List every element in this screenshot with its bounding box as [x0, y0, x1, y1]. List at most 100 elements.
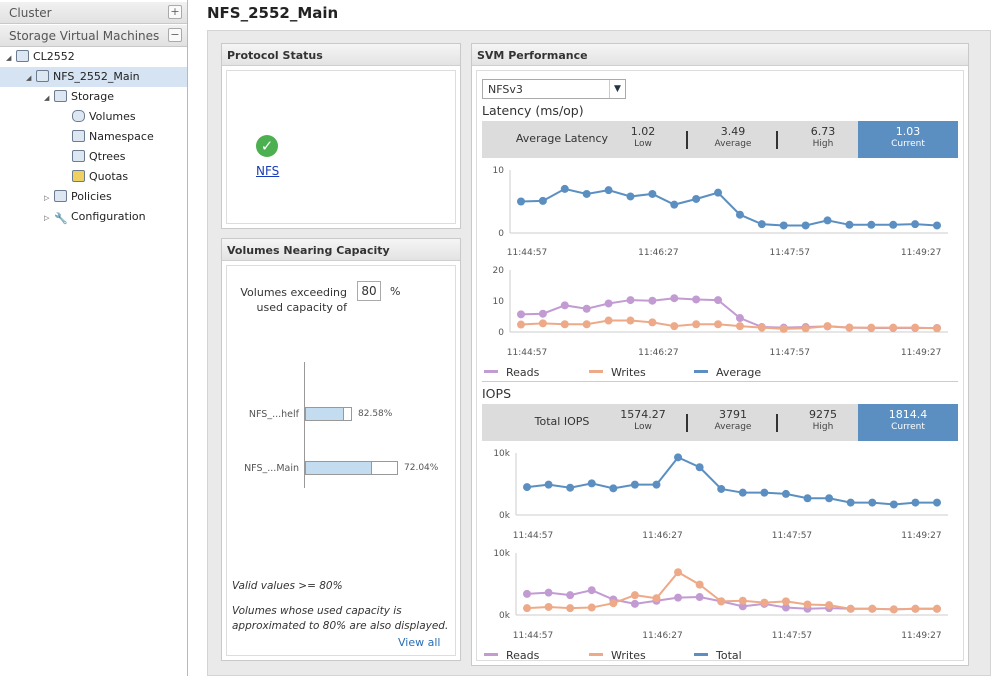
- data-point-reads[interactable]: [538, 309, 547, 318]
- threshold-input[interactable]: 80: [357, 281, 381, 301]
- tree-item-configuration[interactable]: ▷ 🔧 Configuration: [0, 207, 187, 227]
- protocol-select[interactable]: NFSv3 ▼: [482, 79, 626, 99]
- legend-average[interactable]: Average: [694, 366, 761, 379]
- data-point-reads[interactable]: [738, 602, 747, 611]
- data-point-total[interactable]: [717, 484, 726, 493]
- data-point-reads[interactable]: [692, 295, 701, 304]
- data-point-reads[interactable]: [604, 299, 613, 308]
- data-point-total[interactable]: [781, 489, 790, 498]
- data-point-average[interactable]: [560, 184, 569, 193]
- data-point-total[interactable]: [803, 494, 812, 503]
- data-point-writes[interactable]: [889, 605, 898, 614]
- data-point-reads[interactable]: [626, 296, 635, 305]
- legend-total[interactable]: Total: [694, 649, 742, 662]
- data-point-average[interactable]: [538, 196, 547, 205]
- expanded-icon[interactable]: ◢: [6, 54, 12, 62]
- data-point-average[interactable]: [648, 189, 657, 198]
- data-point-total[interactable]: [523, 483, 531, 492]
- data-point-writes[interactable]: [738, 596, 747, 605]
- data-point-writes[interactable]: [779, 324, 788, 333]
- data-point-average[interactable]: [517, 197, 525, 206]
- data-point-total[interactable]: [868, 498, 877, 507]
- legend-writes[interactable]: Writes: [589, 366, 646, 379]
- data-point-total[interactable]: [674, 453, 683, 462]
- data-point-total[interactable]: [738, 488, 747, 497]
- data-point-writes[interactable]: [911, 604, 920, 613]
- data-point-writes[interactable]: [670, 322, 679, 331]
- tree-item-quotas[interactable]: Quotas: [0, 167, 187, 187]
- tree-item-policies[interactable]: ▷ Policies: [0, 187, 187, 207]
- data-point-reads[interactable]: [630, 599, 639, 608]
- data-point-reads[interactable]: [670, 294, 679, 303]
- data-point-writes[interactable]: [933, 324, 941, 333]
- data-point-average[interactable]: [801, 221, 810, 230]
- data-point-writes[interactable]: [648, 318, 657, 327]
- data-point-average[interactable]: [692, 194, 701, 203]
- data-point-writes[interactable]: [714, 320, 723, 329]
- data-point-writes[interactable]: [544, 602, 553, 611]
- data-point-reads[interactable]: [544, 588, 553, 597]
- data-point-writes[interactable]: [846, 604, 855, 613]
- data-point-average[interactable]: [889, 220, 898, 229]
- tree-item-svm[interactable]: ◢ NFS_2552_Main: [0, 67, 187, 87]
- data-point-reads[interactable]: [582, 304, 591, 313]
- data-point-total[interactable]: [911, 498, 920, 507]
- data-point-reads[interactable]: [648, 296, 657, 305]
- data-point-writes[interactable]: [566, 604, 575, 613]
- data-point-average[interactable]: [604, 186, 613, 195]
- data-point-total[interactable]: [566, 483, 575, 492]
- data-point-average[interactable]: [757, 220, 766, 229]
- data-point-total[interactable]: [695, 463, 704, 472]
- capacity-bar[interactable]: [305, 461, 398, 475]
- data-point-writes[interactable]: [630, 591, 639, 600]
- data-point-writes[interactable]: [911, 323, 920, 332]
- data-point-average[interactable]: [582, 189, 591, 198]
- capacity-bar[interactable]: [305, 407, 352, 421]
- data-point-reads[interactable]: [560, 301, 569, 310]
- data-point-writes[interactable]: [604, 316, 613, 325]
- data-point-reads[interactable]: [523, 589, 531, 598]
- tree-item-qtrees[interactable]: Qtrees: [0, 147, 187, 167]
- data-point-writes[interactable]: [845, 323, 854, 332]
- data-point-reads[interactable]: [674, 593, 683, 602]
- data-point-writes[interactable]: [652, 594, 661, 603]
- legend-reads[interactable]: Reads: [484, 649, 539, 662]
- data-point-total[interactable]: [933, 498, 941, 507]
- collapsed-icon[interactable]: ▷: [44, 214, 50, 222]
- data-point-writes[interactable]: [803, 600, 812, 609]
- data-point-writes[interactable]: [717, 597, 726, 606]
- data-point-reads[interactable]: [714, 296, 723, 305]
- data-point-writes[interactable]: [587, 603, 596, 612]
- legend-reads[interactable]: Reads: [484, 366, 539, 379]
- data-point-writes[interactable]: [781, 597, 790, 606]
- data-point-total[interactable]: [544, 480, 553, 489]
- data-point-reads[interactable]: [735, 314, 744, 323]
- data-point-writes[interactable]: [933, 604, 941, 613]
- data-point-writes[interactable]: [582, 320, 591, 329]
- expanded-icon[interactable]: ◢: [44, 94, 50, 102]
- data-point-writes[interactable]: [523, 604, 531, 613]
- data-point-writes[interactable]: [867, 323, 876, 332]
- tree-item-storage[interactable]: ◢ Storage: [0, 87, 187, 107]
- data-point-average[interactable]: [867, 220, 876, 229]
- data-point-reads[interactable]: [587, 586, 596, 595]
- data-point-writes[interactable]: [868, 604, 877, 613]
- tree-item-namespace[interactable]: Namespace: [0, 127, 187, 147]
- data-point-writes[interactable]: [517, 320, 525, 329]
- expanded-icon[interactable]: ◢: [26, 74, 32, 82]
- tree-item-volumes[interactable]: Volumes: [0, 107, 187, 127]
- nfs-link[interactable]: NFS: [256, 164, 280, 178]
- data-point-writes[interactable]: [825, 601, 834, 610]
- data-point-writes[interactable]: [626, 316, 635, 325]
- data-point-total[interactable]: [587, 479, 596, 488]
- data-point-average[interactable]: [933, 221, 941, 230]
- data-point-average[interactable]: [779, 221, 788, 230]
- expand-button[interactable]: +: [168, 5, 182, 19]
- legend-writes[interactable]: Writes: [589, 649, 646, 662]
- data-point-writes[interactable]: [757, 323, 766, 332]
- data-point-writes[interactable]: [889, 323, 898, 332]
- data-point-reads[interactable]: [517, 310, 525, 319]
- chevron-down-icon[interactable]: ▼: [609, 80, 625, 98]
- data-point-writes[interactable]: [823, 322, 832, 331]
- data-point-writes[interactable]: [609, 599, 618, 608]
